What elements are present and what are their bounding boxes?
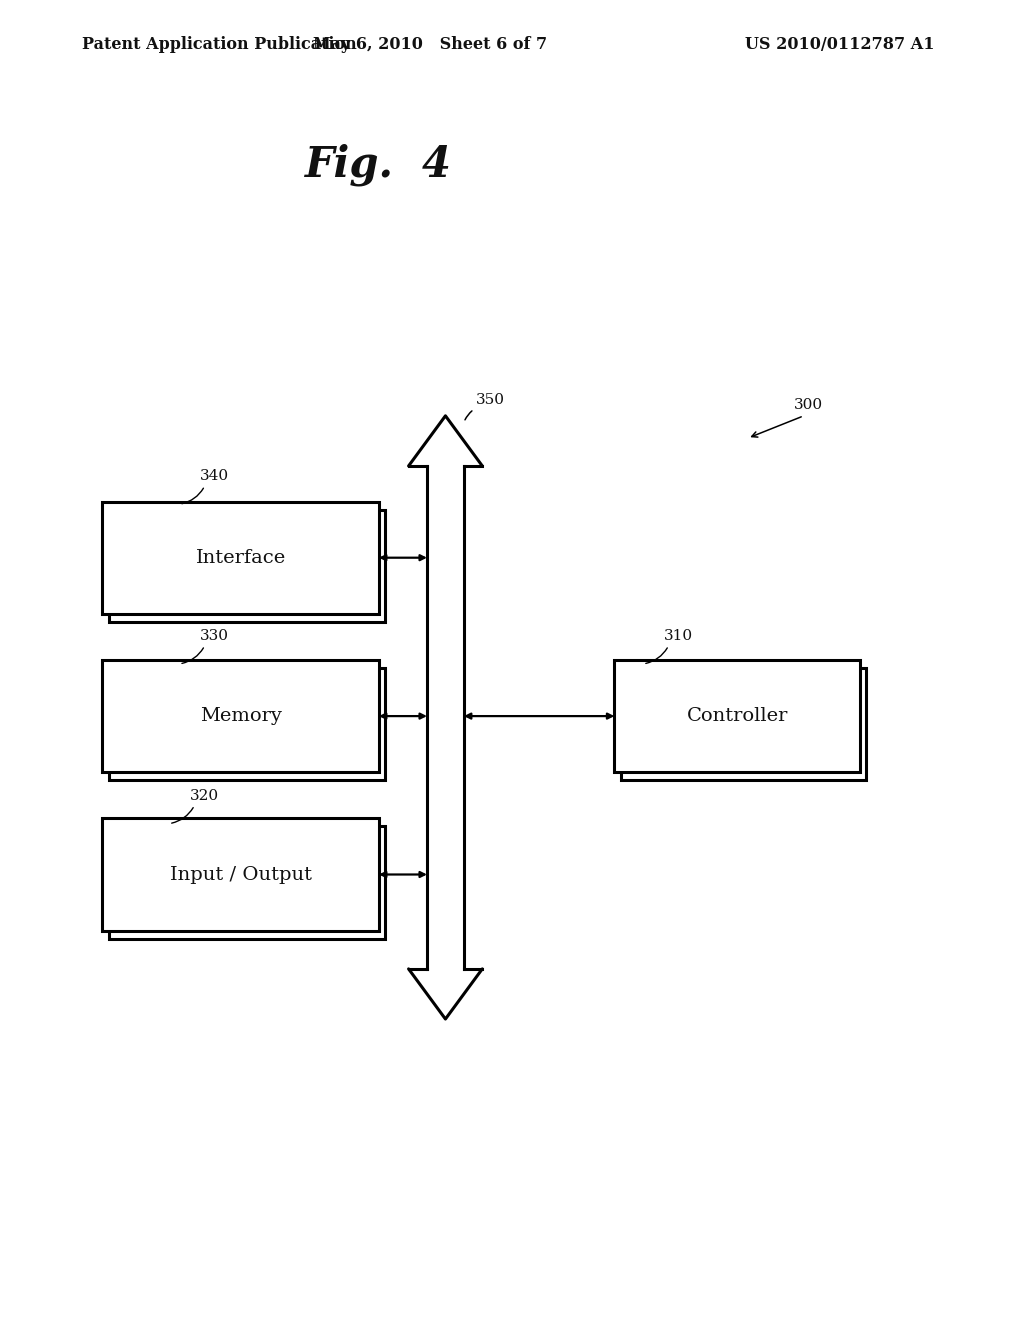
Bar	[109, 510, 385, 622]
Text: 300: 300	[794, 397, 822, 412]
Text: Patent Application Publication: Patent Application Publication	[82, 37, 356, 53]
Bar	[109, 826, 385, 939]
Text: 330: 330	[200, 628, 228, 643]
Bar	[102, 660, 379, 772]
Bar	[102, 818, 379, 931]
Text: Input / Output: Input / Output	[170, 866, 311, 883]
Text: Interface: Interface	[196, 549, 286, 566]
Bar	[614, 660, 860, 772]
Text: May 6, 2010   Sheet 6 of 7: May 6, 2010 Sheet 6 of 7	[313, 37, 547, 53]
Bar	[621, 668, 866, 780]
Text: 320: 320	[189, 788, 218, 803]
Text: Controller: Controller	[687, 708, 787, 725]
Text: Fig.  4: Fig. 4	[305, 144, 453, 186]
Text: 350: 350	[476, 392, 505, 407]
Bar	[109, 668, 385, 780]
Bar	[102, 502, 379, 614]
Text: US 2010/0112787 A1: US 2010/0112787 A1	[744, 37, 935, 53]
Text: 310: 310	[664, 628, 692, 643]
Text: Memory: Memory	[200, 708, 282, 725]
Text: 340: 340	[200, 469, 228, 483]
